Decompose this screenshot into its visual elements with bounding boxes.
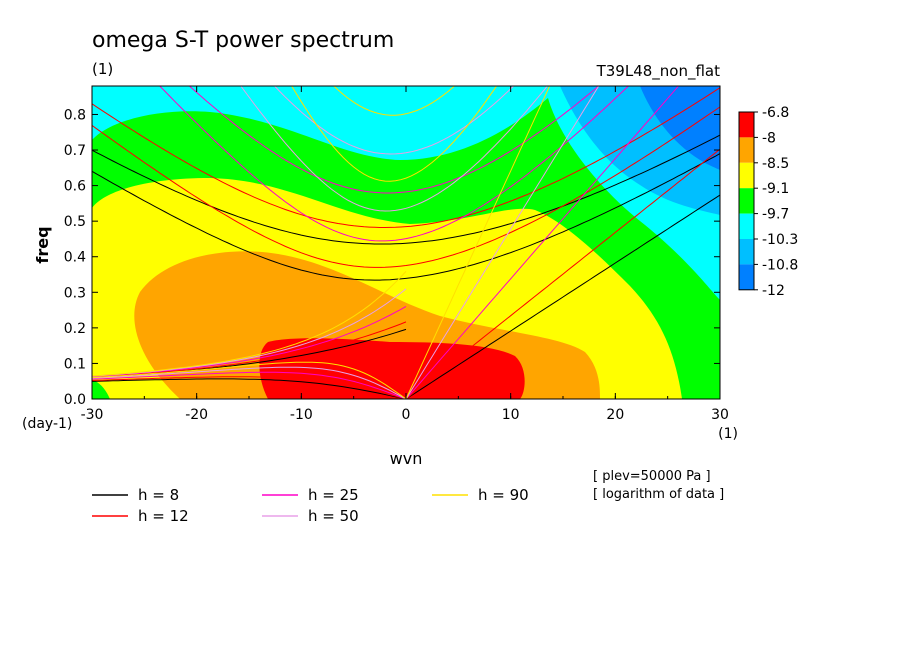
y-tick-label: 0.4 [64,250,86,266]
band-red [259,338,525,399]
colorbar-label: -8 [762,130,776,146]
colorbar-label: -10.8 [762,257,798,273]
colorbar-swatch [739,213,754,239]
dispersion-curve [405,194,720,399]
x-axis-units: (1) [718,426,738,442]
dispersion-curve [188,86,600,194]
y-axis-units: (day-1) [22,416,72,432]
dispersion-curve [92,134,720,245]
run-label: T39L48_non_flat [596,62,721,81]
dispersion-curve [92,87,720,228]
legend-label: h = 8 [138,486,179,504]
legend: h = 8 h = 12 h = 25 h = 50 h = 90 [92,486,529,525]
dispersion-curve [240,86,548,212]
dispersion-curve [333,86,456,116]
colorbar-swatch [739,162,754,189]
colorbar-frame [738,111,755,291]
colorbar-label: -8.5 [762,156,789,172]
x-tick-label: 0 [402,407,411,423]
colorbar-swatch [739,137,754,163]
colorbar: -6.8 -8 -8.5 -9.1 -9.7 -10.3 -10.8 -12 [738,105,798,299]
legend-label: h = 50 [308,507,359,525]
dispersion-curve [405,86,680,399]
dispersion-curve [92,106,720,268]
colorbar-label: -10.3 [762,232,798,248]
x-tick-label: 30 [711,407,729,423]
dispersion-curve [92,378,407,399]
x-tick-label: -30 [81,407,104,423]
dispersion-curve [405,148,720,399]
colorbar-label: -9.7 [762,207,789,223]
x-tick-label: -20 [185,407,208,423]
colorbar-swatch [739,264,754,290]
colorbar-swatch [739,239,754,265]
colorbar-label: -9.1 [762,181,789,197]
y-tick-label: 0.7 [64,143,86,159]
dispersion-curve [273,86,515,155]
y-tick-label: 0.6 [64,179,86,195]
dispersion-curve [291,86,498,182]
dispersion-curve [92,321,407,378]
annotation-plev: [ plev=50000 Pa ] [593,469,711,484]
units-label: (1) [92,60,113,78]
y-tick-label: 0.2 [64,321,86,337]
colorbar-swatch [739,112,754,138]
y-axis: 0.0 0.1 0.2 0.3 0.4 0.5 0.6 0.7 0.8 [64,107,720,408]
colorbar-swatch [739,188,754,214]
legend-label: h = 12 [138,507,189,525]
dispersion-curve [92,366,407,399]
x-tick-label: 20 [606,407,624,423]
dispersion-curve [405,86,600,399]
dispersion-curve [159,86,630,242]
legend-label: h = 25 [308,486,359,504]
y-tick-label: 0.3 [64,285,86,301]
y-tick-label: 0.5 [64,214,86,230]
colorbar-label: -12 [762,283,785,299]
chart-title: omega S-T power spectrum [92,28,394,53]
y-tick-label: 0.0 [64,392,86,408]
x-axis: -30 -20 -10 0 10 20 30 [81,86,729,423]
dispersion-curve [92,271,407,377]
dispersion-curve [92,376,407,399]
annotation-log: [ logarithm of data ] [593,487,724,502]
band-green-corner [92,380,110,399]
plot-area [92,86,720,399]
dispersion-curves [92,86,720,399]
dispersion-curve [92,305,407,378]
legend-label: h = 90 [478,486,529,504]
y-axis-label: freq [33,226,52,263]
x-tick-label: 10 [502,407,520,423]
y-tick-label: 0.8 [64,107,86,123]
dispersion-curve [405,86,551,399]
x-tick-label: -10 [290,407,313,423]
dispersion-curve [92,371,407,399]
dispersion-curve [92,361,407,399]
x-axis-label: wvn [390,449,423,468]
y-tick-label: 0.1 [64,356,86,372]
colorbar-label: -6.8 [762,105,789,121]
dispersion-curve [92,153,720,281]
